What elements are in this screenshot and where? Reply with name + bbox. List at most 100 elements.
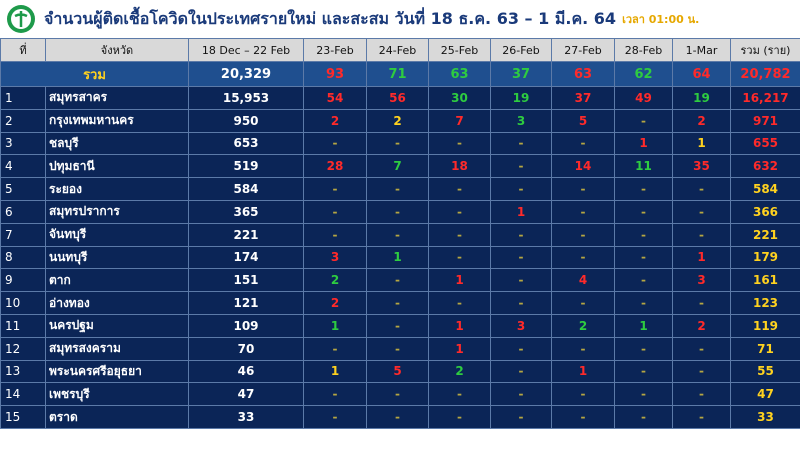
sum-count: 221 (730, 222, 800, 247)
sum-count: 119 (730, 313, 800, 338)
province: ปทุมธานี (45, 154, 189, 179)
column-header: 25-Feb (428, 38, 491, 62)
row-number: 1 (0, 86, 46, 110)
daily-count: - (551, 382, 615, 407)
daily-count: - (551, 222, 615, 247)
daily-count: 2 (672, 313, 731, 338)
row-number: 5 (0, 177, 46, 201)
daily-count: - (614, 359, 673, 384)
row-number: 4 (0, 154, 46, 179)
daily-count: 5 (366, 359, 429, 384)
daily-count: 4 (551, 268, 615, 293)
daily-count: 2 (303, 108, 367, 133)
daily-count: 30 (428, 86, 491, 110)
daily-count: - (490, 222, 552, 247)
daily-count: 18 (428, 154, 491, 179)
daily-count: - (303, 131, 367, 156)
daily-count: 19 (672, 86, 731, 110)
province: ระยอง (45, 177, 189, 201)
daily-count: 1 (303, 313, 367, 338)
daily-count: 3 (672, 268, 731, 293)
header: จำนวนผู้ติดเชื้อโควิดในประเทศรายใหม่ และ… (0, 0, 800, 38)
daily-count: - (672, 359, 731, 384)
daily-count: - (366, 222, 429, 247)
daily-count: 7 (366, 154, 429, 179)
column-header: จังหวัด (45, 38, 189, 62)
daily-count: - (614, 222, 673, 247)
daily-count: - (490, 382, 552, 407)
column-header: 27-Feb (551, 38, 615, 62)
total-label: รวม (0, 61, 189, 87)
sum-count: 584 (730, 177, 800, 201)
province-row: 14 เพชรบุรี 47- - - - - - -47 (0, 382, 800, 407)
row-number: 13 (0, 359, 46, 384)
base-count: 151 (188, 268, 304, 293)
daily-count: - (551, 245, 615, 270)
province-row: 8 นนทบุรี 174 3 1- - - -1 179 (0, 245, 800, 270)
province: อ่างทอง (45, 291, 189, 315)
daily-count: 54 (303, 86, 367, 110)
daily-count: - (428, 177, 491, 201)
daily-count: - (428, 222, 491, 247)
daily-count: 2 (551, 313, 615, 338)
base-count: 15,953 (188, 86, 304, 110)
province-row: 1 สมุทรสาคร 15,953 54 56 30 19 37 49 19 16,217 (0, 86, 800, 110)
total-daily: 63 (551, 61, 615, 87)
daily-count: - (303, 199, 367, 224)
logo (7, 5, 35, 33)
daily-count: 35 (672, 154, 731, 179)
daily-count: 49 (614, 86, 673, 110)
daily-count: - (490, 245, 552, 270)
daily-count: 5 (551, 108, 615, 133)
daily-count: 11 (614, 154, 673, 179)
base-count: 519 (188, 154, 304, 179)
daily-count: - (428, 405, 491, 429)
province: สมุทรสงคราม (45, 336, 189, 361)
daily-count: 2 (428, 359, 491, 384)
daily-count: - (303, 222, 367, 247)
daily-count: - (614, 245, 673, 270)
daily-count: 2 (672, 108, 731, 133)
column-header: 24-Feb (366, 38, 429, 62)
daily-count: - (490, 336, 552, 361)
daily-count: 28 (303, 154, 367, 179)
province-row: 5 ระยอง 584- - - - - - -584 (0, 177, 800, 201)
province-row: 4 ปทุมธานี 519 28 7 18-14 11 35 632 (0, 154, 800, 179)
total-daily: 62 (614, 61, 673, 87)
total-base: 20,329 (188, 61, 304, 87)
daily-count: - (303, 405, 367, 429)
base-count: 46 (188, 359, 304, 384)
daily-count: 2 (366, 108, 429, 133)
sum-count: 16,217 (730, 86, 800, 110)
daily-count: - (428, 382, 491, 407)
province: นนทบุรี (45, 245, 189, 270)
daily-count: - (614, 177, 673, 201)
province: นครปฐม (45, 313, 189, 338)
daily-count: 1 (672, 245, 731, 270)
column-header: 23-Feb (303, 38, 367, 62)
daily-count: - (366, 291, 429, 315)
daily-count: - (366, 177, 429, 201)
row-number: 10 (0, 291, 46, 315)
sum-count: 47 (730, 382, 800, 407)
daily-count: - (614, 382, 673, 407)
daily-count: - (366, 405, 429, 429)
total-daily: 37 (490, 61, 552, 87)
header-row: ที่ จังหวัด 18 Dec – 22 Feb 23-Feb 24-Feb 25-… (0, 38, 800, 62)
daily-count: - (366, 131, 429, 156)
daily-count: - (551, 291, 615, 315)
title: จำนวนผู้ติดเชื้อโควิดในประเทศรายใหม่ และ… (44, 8, 617, 28)
base-count: 221 (188, 222, 304, 247)
daily-count: 3 (490, 108, 552, 133)
row-number: 15 (0, 405, 46, 429)
daily-count: - (490, 154, 552, 179)
province-row: 12 สมุทรสงคราม 70- -1- - - -71 (0, 336, 800, 361)
sum-count: 71 (730, 336, 800, 361)
daily-count: - (551, 405, 615, 429)
province-row: 11 นครปฐม 109 1-1 3 2 1 2 119 (0, 313, 800, 338)
province-row: 15 ตราด 33- - - - - - -33 (0, 405, 800, 429)
daily-count: - (490, 405, 552, 429)
column-header: ที่ (0, 38, 46, 62)
province: ตาก (45, 268, 189, 293)
row-number: 11 (0, 313, 46, 338)
